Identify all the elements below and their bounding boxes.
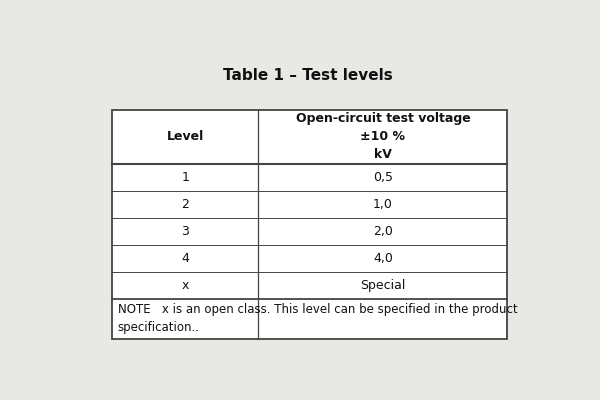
Text: 1,0: 1,0 [373, 198, 393, 211]
Bar [112, 110, 508, 339]
Text: 0,5: 0,5 [373, 170, 393, 184]
Text: Table 1 – Test levels: Table 1 – Test levels [223, 68, 392, 83]
Text: Special: Special [360, 279, 406, 292]
Text: NOTE   x is an open class. This level can be specified in the product
specificat: NOTE x is an open class. This level can … [118, 304, 517, 334]
Text: 3: 3 [181, 225, 189, 238]
Text: Level: Level [167, 130, 204, 143]
Text: 1: 1 [181, 170, 189, 184]
Text: 2,0: 2,0 [373, 225, 393, 238]
Text: 4,0: 4,0 [373, 252, 393, 265]
Text: 4: 4 [181, 252, 189, 265]
Text: Open-circuit test voltage
±10 %
kV: Open-circuit test voltage ±10 % kV [296, 112, 470, 161]
Text: x: x [182, 279, 189, 292]
Text: 2: 2 [181, 198, 189, 211]
